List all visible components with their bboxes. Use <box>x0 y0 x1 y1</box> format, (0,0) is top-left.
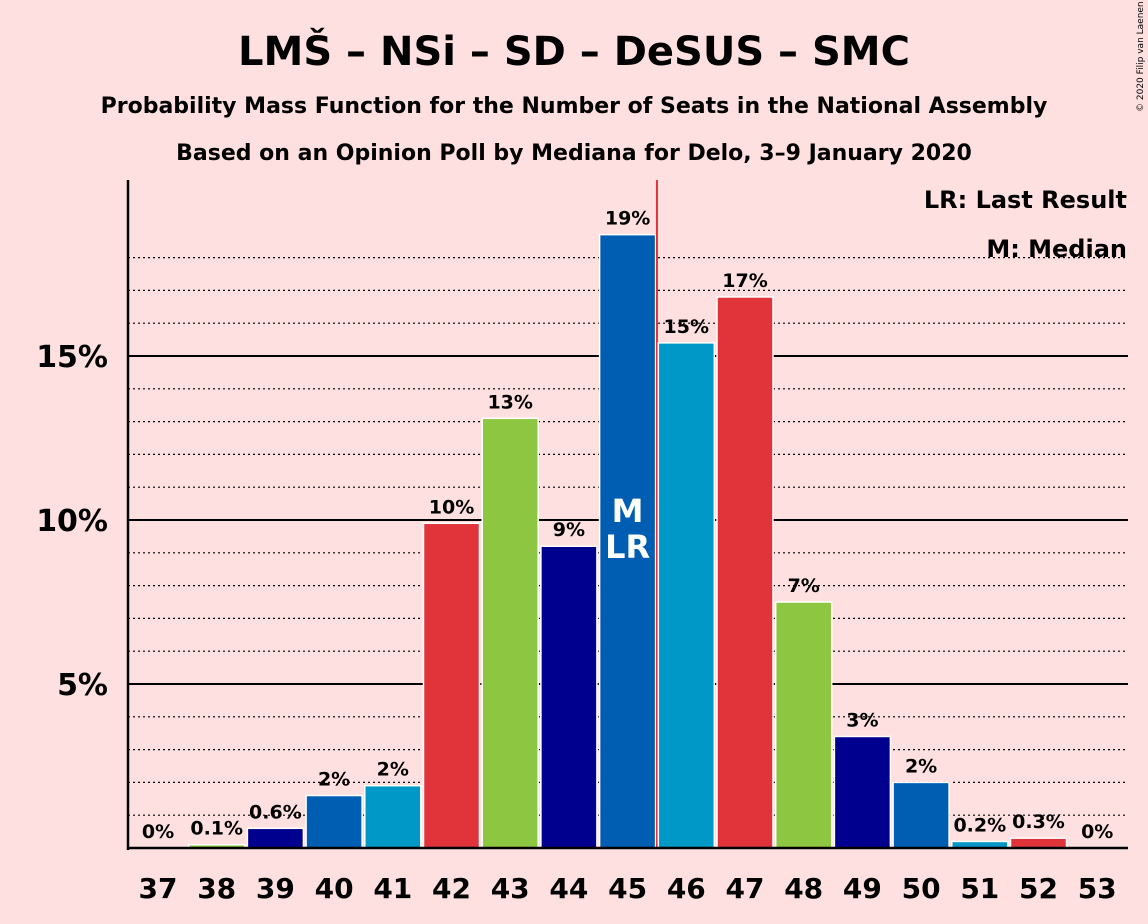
bar-41 <box>364 784 422 849</box>
bar-50 <box>892 781 950 849</box>
data-label-45: 19% <box>605 208 650 230</box>
data-label-41: 2% <box>377 759 409 781</box>
legend-median: M: Median <box>986 235 1127 263</box>
bar-44 <box>540 545 598 849</box>
x-tick-label: 41 <box>373 872 412 905</box>
x-tick-label: 40 <box>315 872 354 905</box>
bar-49 <box>833 735 892 849</box>
x-tick-label: 46 <box>667 872 706 905</box>
x-tick-label: 53 <box>1078 872 1117 905</box>
x-tick-label: 42 <box>432 872 471 905</box>
data-label-39: 0.6% <box>249 801 302 823</box>
bar-39 <box>246 827 305 849</box>
data-label-49: 3% <box>846 709 878 731</box>
chart-title: LMŠ – NSi – SD – DeSUS – SMC <box>238 27 910 75</box>
bar-46 <box>657 342 716 849</box>
data-label-37: 0% <box>142 821 174 843</box>
copyright-note: © 2020 Filip van Laenen <box>1136 1 1146 112</box>
data-label-51: 0.2% <box>953 814 1006 836</box>
bar-52 <box>1009 837 1068 849</box>
bar-45 <box>598 233 657 849</box>
y-tick-label: 10% <box>36 504 108 539</box>
data-label-43: 13% <box>487 391 532 413</box>
y-tick-label: 15% <box>36 340 108 375</box>
x-tick-label: 38 <box>197 872 236 905</box>
data-label-42: 10% <box>429 496 474 518</box>
data-label-46: 15% <box>664 316 709 338</box>
median-marker: M <box>612 492 644 530</box>
bar-48 <box>774 601 833 849</box>
data-label-50: 2% <box>905 755 937 777</box>
x-tick-label: 37 <box>139 872 178 905</box>
data-label-38: 0.1% <box>190 818 243 840</box>
data-label-47: 17% <box>722 270 767 292</box>
bars <box>187 180 1068 849</box>
chart-subtitle-1: Probability Mass Function for the Number… <box>101 94 1048 119</box>
bar-42 <box>422 522 481 849</box>
last-result-marker: LR <box>605 528 650 566</box>
data-label-52: 0.3% <box>1012 811 1065 833</box>
x-tick-label: 47 <box>726 872 765 905</box>
x-tick-label: 43 <box>491 872 530 905</box>
x-tick-label: 45 <box>608 872 647 905</box>
y-tick-label: 5% <box>57 668 108 703</box>
data-label-48: 7% <box>788 575 820 597</box>
x-tick-label: 44 <box>549 872 588 905</box>
bar-43 <box>481 417 539 849</box>
chart-subtitle-2: Based on an Opinion Poll by Mediana for … <box>176 141 972 166</box>
data-label-44: 9% <box>553 519 585 541</box>
x-tick-label: 48 <box>784 872 823 905</box>
x-tick-label: 50 <box>902 872 941 905</box>
x-tick-label: 51 <box>960 872 999 905</box>
data-labels: 0% 37 0.1% 38 0.6% 39 2% 40 2% 41 10% 42 13% 43 9% 44 19… <box>139 208 1117 905</box>
axes <box>126 180 1128 850</box>
x-tick-label: 49 <box>843 872 882 905</box>
data-label-53: 0% <box>1081 821 1113 843</box>
data-label-40: 2% <box>318 769 350 791</box>
x-tick-label: 52 <box>1019 872 1058 905</box>
bar-40 <box>305 794 363 849</box>
legend-last-result: LR: Last Result <box>924 186 1127 214</box>
x-tick-label: 39 <box>256 872 295 905</box>
bar-47 <box>716 296 774 849</box>
